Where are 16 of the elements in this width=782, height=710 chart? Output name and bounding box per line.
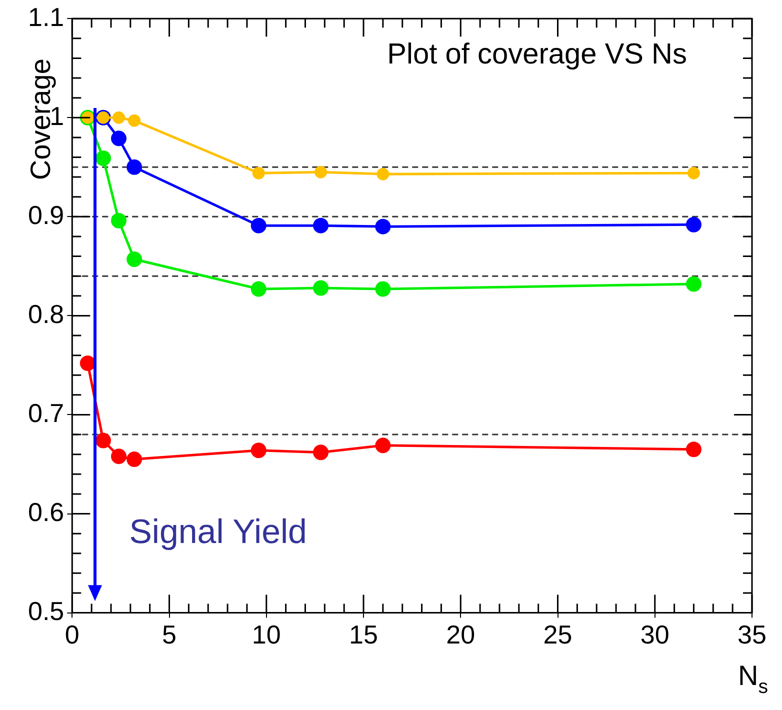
x-tick-label: 20 (446, 620, 476, 650)
y-tick-label: 0.5 (28, 596, 64, 626)
x-tick-label: 10 (252, 620, 281, 650)
x-tick-label: 25 (543, 620, 572, 650)
text: Plot of coverage VS Ns (387, 38, 688, 71)
x-tick-label: 5 (162, 620, 176, 650)
y-tick-label: 0.6 (28, 496, 64, 527)
y-tick-label: 1.1 (28, 2, 64, 32)
x-tick-label: 0 (64, 620, 80, 650)
y-tick-label: 0.9 (28, 200, 64, 230)
x-tick-label: 30 (640, 620, 670, 650)
y-tick-label: 0.8 (28, 298, 64, 329)
x-tick-label: 35 (738, 620, 766, 650)
x-tick-label: 15 (349, 620, 378, 650)
annotation: Signal Yield (129, 512, 307, 551)
y-tick-label: 0.7 (28, 398, 64, 428)
